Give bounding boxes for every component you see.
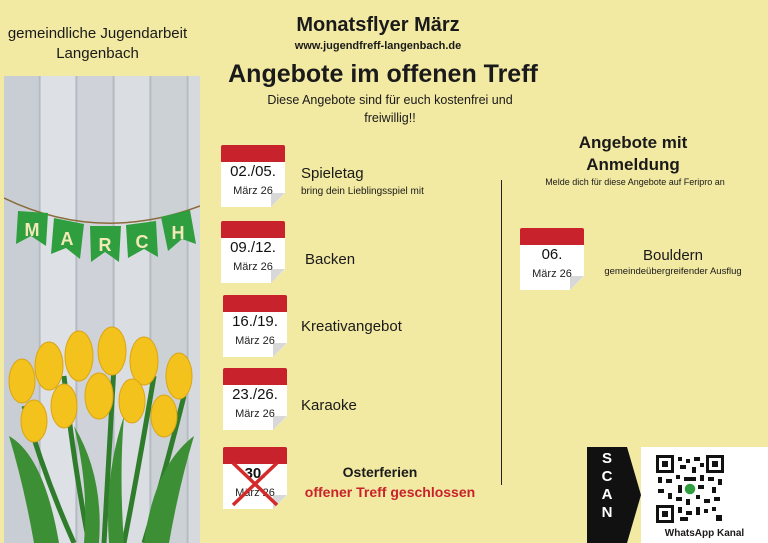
event-month: März 26 [532,268,572,280]
event-month: März 26 [235,335,275,347]
event-month: März 26 [235,408,275,420]
event-month: März 26 [235,487,275,499]
registration-heading-line-1: Angebote mit [578,133,688,152]
event-subtitle: bring dein Lieblingsspiel mit [301,186,424,197]
calendar-icon: 02./05. März 26 [221,145,285,207]
event-month: März 26 [233,185,273,197]
organization-name: gemeindliche Jugendarbeit Langenbach [0,24,195,64]
section-heading: Angebote im offenen Treff [228,60,538,88]
banner-letter: R [99,235,112,255]
banner-flag: C [126,221,158,258]
registration-note: Melde dich für diese Angebote auf Feripr… [545,177,725,187]
event-date: 06. [541,246,563,263]
registration-heading-line-2: Anmeldung [586,155,680,174]
holiday-title: Osterferien [342,464,418,480]
banner-letter: M [25,220,40,240]
calendar-icon: 09./12. März 26 [221,221,285,283]
closed-notice: offener Treff geschlossen [304,484,476,500]
banner-flag: M [16,211,48,246]
scan-letter: C [601,468,613,485]
calendar-icon: 23./26. März 26 [223,368,287,430]
event-date: 09./12. [230,239,276,256]
event-title: Backen [305,251,356,268]
subtitle-line-1: Diese Angebote sind für euch kostenfrei … [267,93,513,107]
section-subtitle: Diese Angebote sind für euch kostenfrei … [230,91,550,127]
banner-flag: R [90,226,121,262]
banner-letter: A [61,229,74,249]
calendar-icon: 06. März 26 [520,228,584,290]
scan-label: S C A N [591,450,623,522]
flyer-title: Monatsflyer März [296,14,460,36]
website-url: www.jugendfreff-langenbach.de [294,40,462,52]
registration-heading: Angebote mit Anmeldung [556,132,710,176]
scan-banner [587,447,627,543]
calendar-icon: 30. März 26 [223,447,287,509]
registration-event-title: Bouldern [642,247,704,264]
event-title: Spieletag [301,165,364,182]
event-title: Karaoke [301,397,357,414]
event-date: 02./05. [230,163,276,180]
banner-letter: H [172,223,185,243]
event-month: März 26 [233,261,273,273]
qr-code[interactable] [656,455,724,523]
registration-event-subtitle: gemeindeübergreifender Ausflug [604,266,742,277]
event-date: 23./26. [232,386,278,403]
whatsapp-channel-label: WhatsApp Kanal [664,528,745,539]
subtitle-line-2: freiwillig!! [364,111,416,125]
scan-letter: S [601,450,612,467]
cancel-cross-icon [231,461,279,507]
banner-flag: H [161,210,196,251]
banner-flag: A [51,218,84,259]
org-line-2: Langenbach [56,45,139,62]
march-tulips-photo: M A R C H [4,76,200,543]
banner-letter: C [136,232,149,252]
arrow-icon [627,447,641,543]
org-line-1: gemeindliche Jugendarbeit [7,25,188,42]
event-date: 16./19. [232,313,278,330]
event-title: Kreativangebot [301,318,402,335]
column-divider [501,180,502,485]
scan-letter: A [601,486,613,503]
scan-letter: N [601,504,613,521]
calendar-icon: 16./19. März 26 [223,295,287,357]
